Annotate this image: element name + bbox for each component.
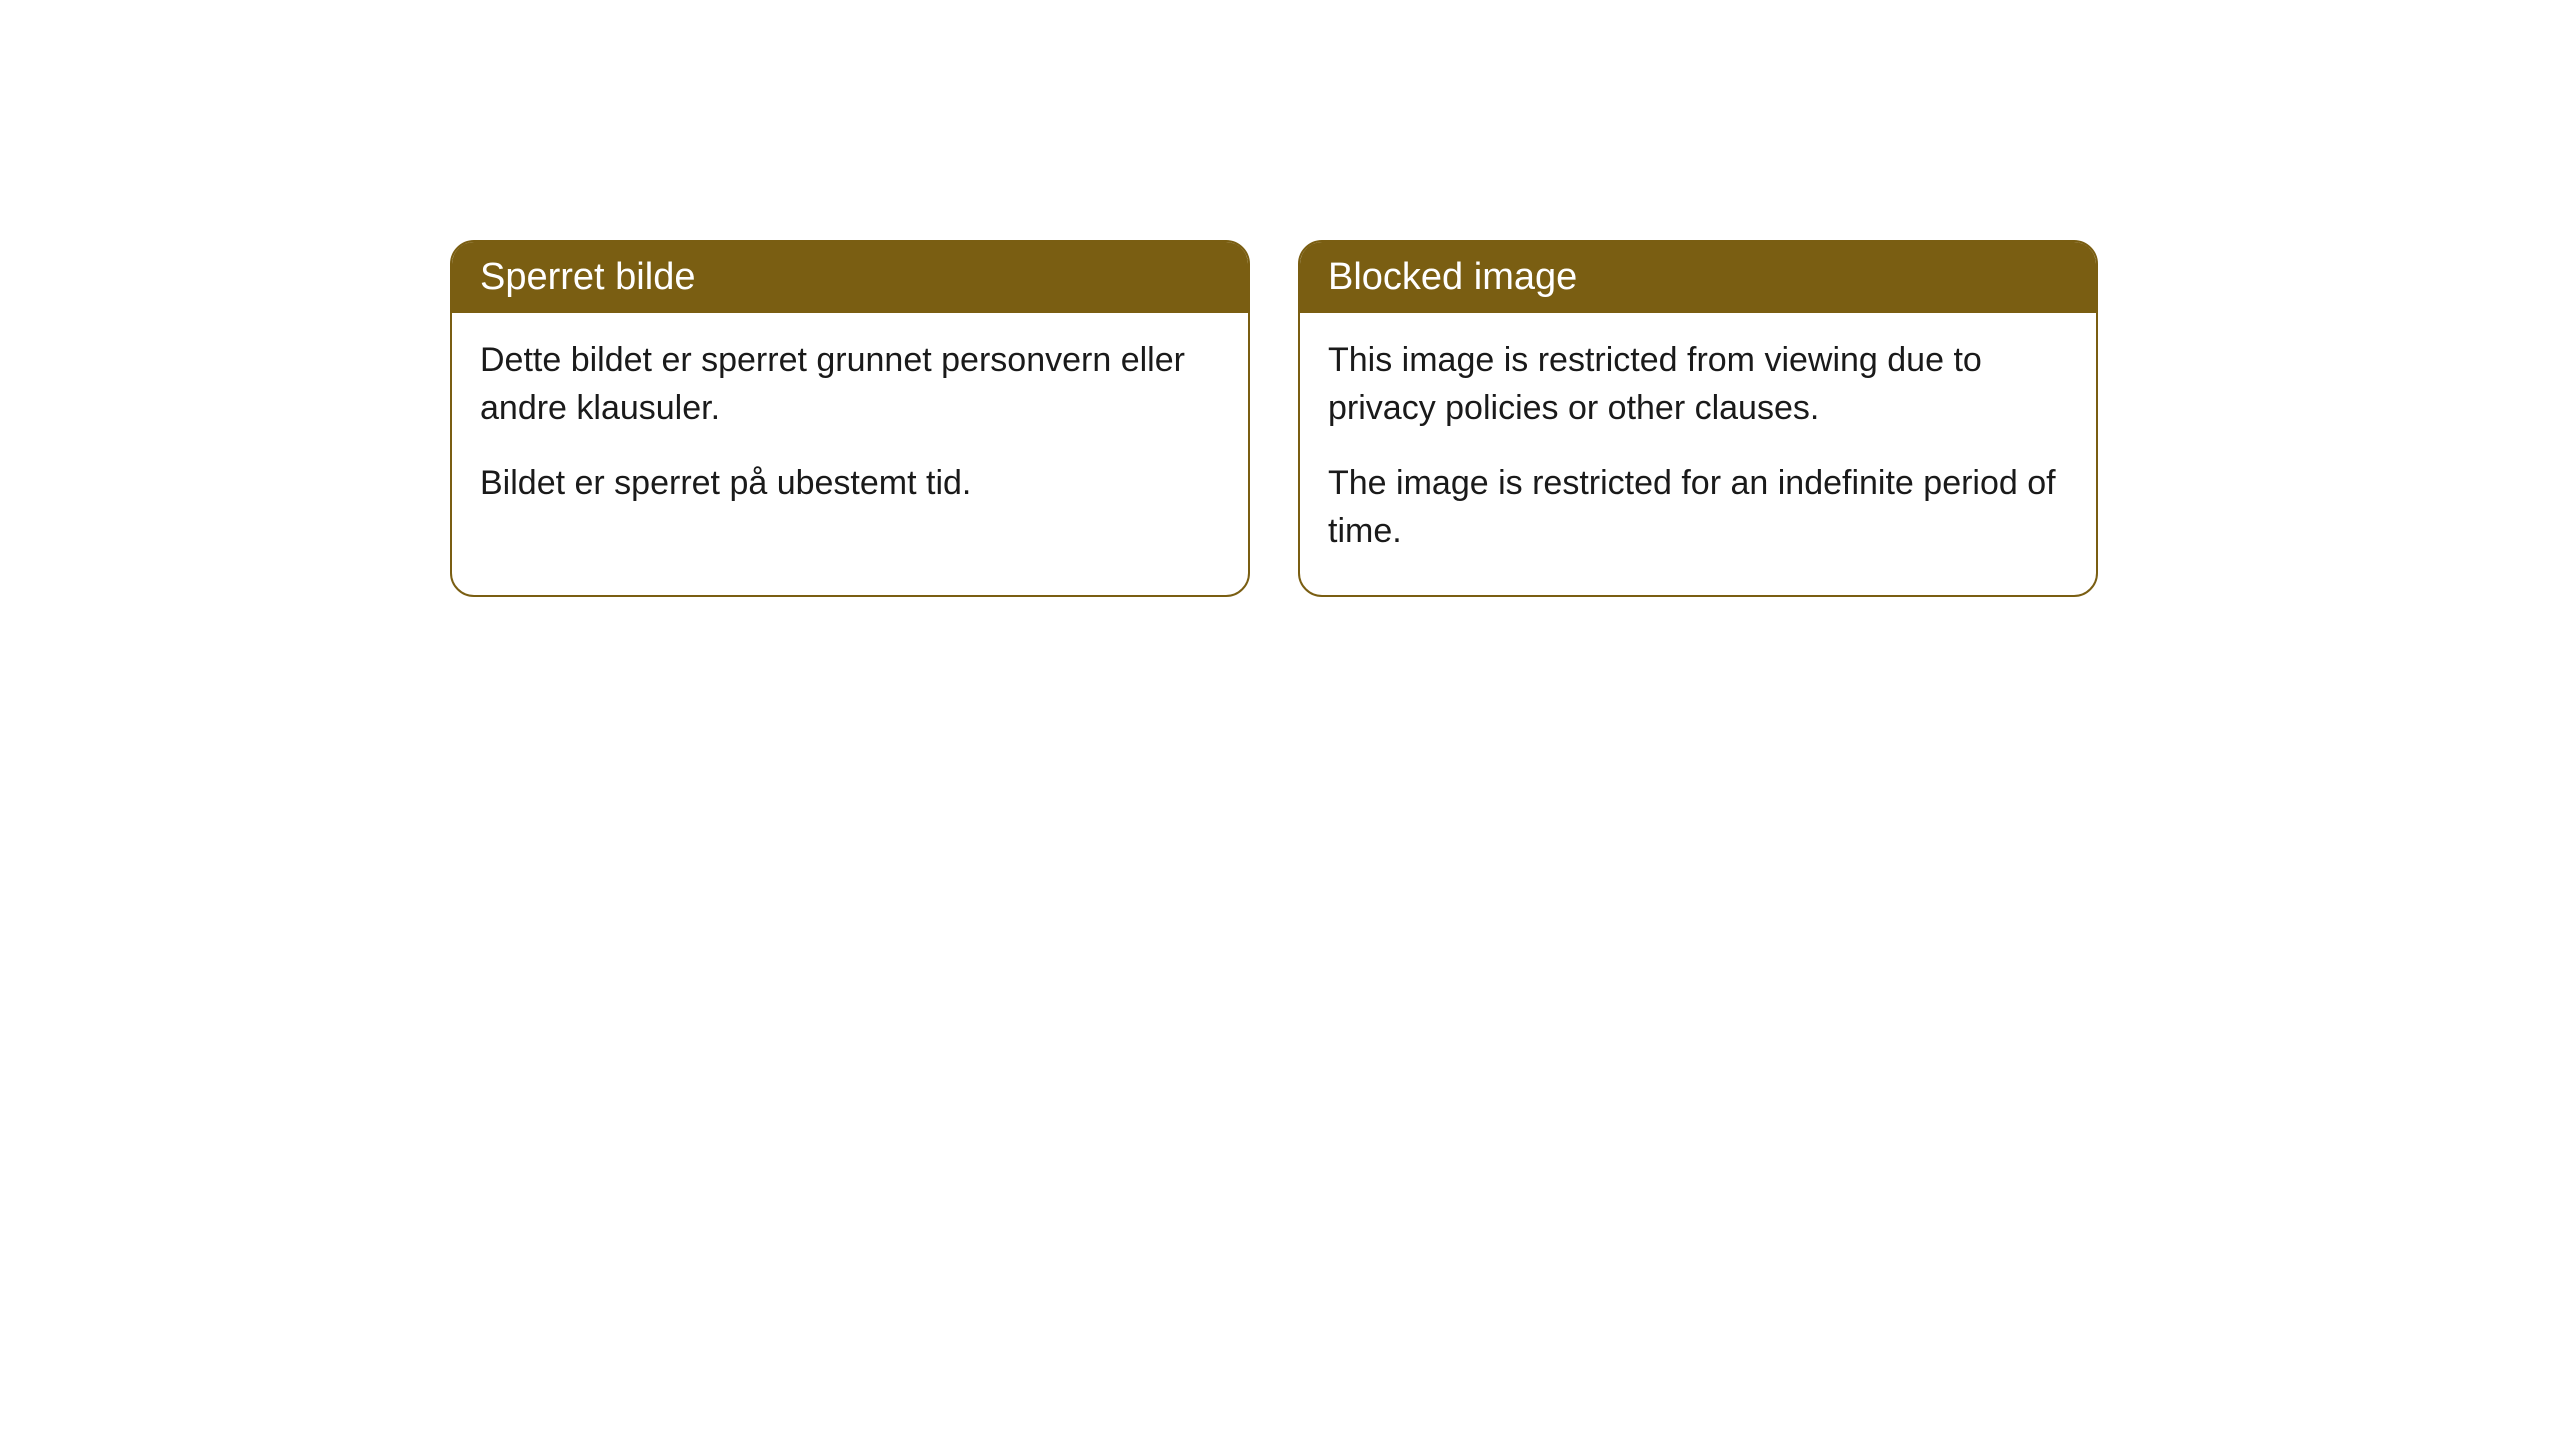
blocked-image-card-english: Blocked image This image is restricted f… — [1298, 240, 2098, 597]
card-title: Sperret bilde — [480, 256, 695, 298]
blocked-image-card-norwegian: Sperret bilde Dette bildet er sperret gr… — [450, 240, 1250, 597]
cards-container: Sperret bilde Dette bildet er sperret gr… — [450, 240, 2098, 597]
card-header: Sperret bilde — [452, 242, 1248, 313]
card-body: Dette bildet er sperret grunnet personve… — [452, 313, 1248, 548]
card-paragraph-2: Bildet er sperret på ubestemt tid. — [480, 460, 1220, 508]
card-paragraph-2: The image is restricted for an indefinit… — [1328, 460, 2068, 555]
card-paragraph-1: This image is restricted from viewing du… — [1328, 337, 2068, 432]
card-title: Blocked image — [1328, 256, 1577, 298]
card-paragraph-1: Dette bildet er sperret grunnet personve… — [480, 337, 1220, 432]
card-body: This image is restricted from viewing du… — [1300, 313, 2096, 595]
card-header: Blocked image — [1300, 242, 2096, 313]
